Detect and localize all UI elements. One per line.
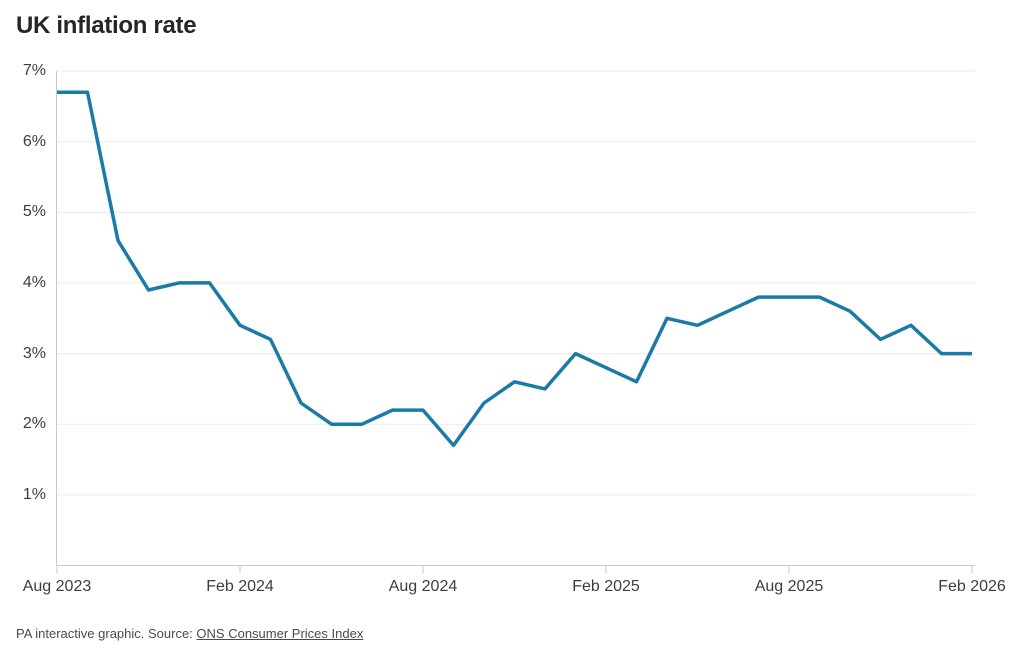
source-link[interactable]: ONS Consumer Prices Index <box>196 626 364 641</box>
y-axis-tick-label: 1% <box>22 485 46 503</box>
y-axis-tick-label: 6% <box>22 132 46 150</box>
y-axis-tick-label: 4% <box>22 273 46 291</box>
x-axis-tick-label: Aug 2023 <box>22 578 92 595</box>
x-axis-tick-label: Feb 2026 <box>938 578 1006 595</box>
y-axis-tick-label: 7% <box>22 62 46 79</box>
x-axis-tick-label: Aug 2025 <box>754 578 824 595</box>
inflation-line-series <box>57 90 972 448</box>
chart-title: UK inflation rate <box>16 12 197 39</box>
source-prefix: PA interactive graphic. Source: <box>16 626 197 641</box>
y-axis-tick-label: 5% <box>22 203 46 221</box>
source-note: PA interactive graphic. Source: ONS Cons… <box>16 626 363 641</box>
y-axis-tick-label: 2% <box>22 415 46 433</box>
y-axis-tick-label: 3% <box>22 344 46 362</box>
x-axis-tick-label: Feb 2025 <box>572 578 640 595</box>
x-axis-tick-label: Aug 2024 <box>388 578 458 595</box>
x-axis-tick-label: Feb 2024 <box>206 578 274 595</box>
